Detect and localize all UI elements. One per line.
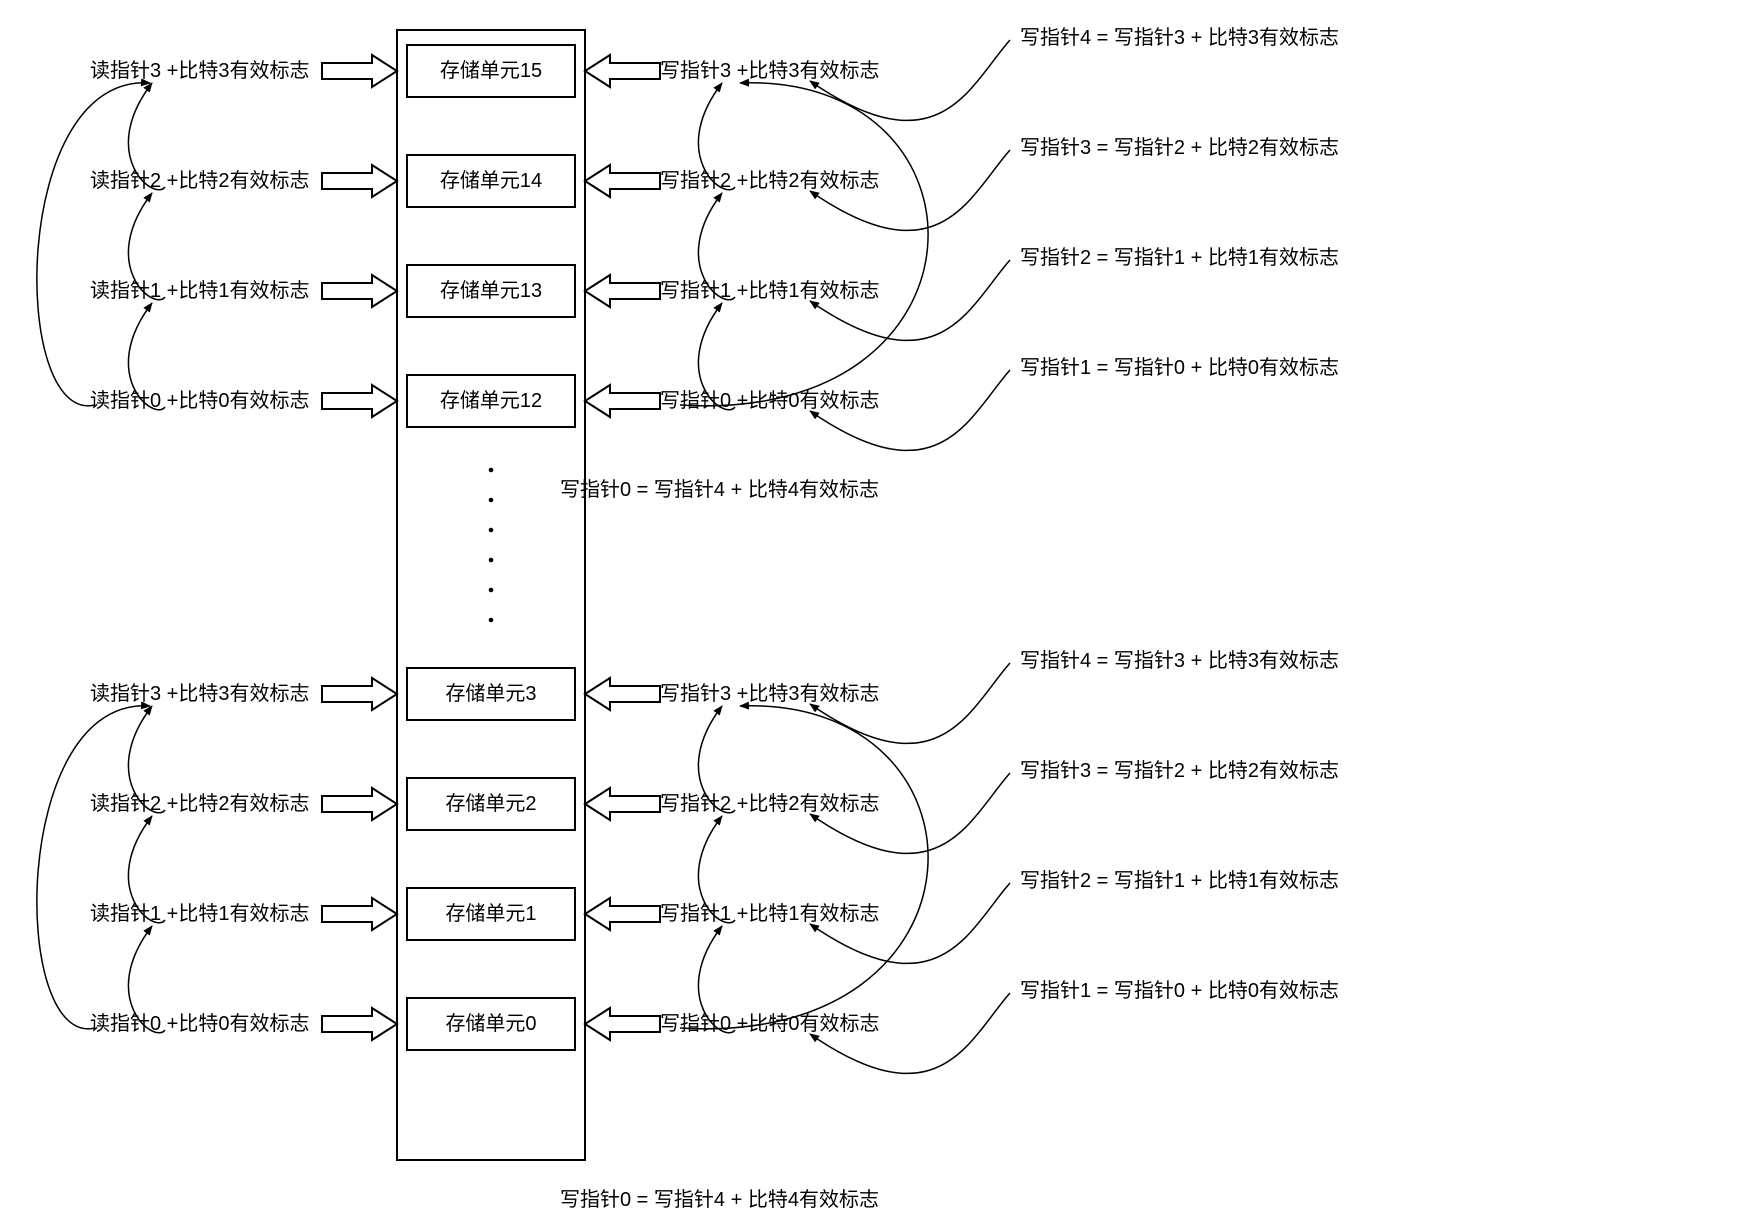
- equation-label: 写指针4 = 写指针3 + 比特3有效标志: [1020, 26, 1339, 49]
- arrow-right-icon: [322, 385, 397, 417]
- arrow-right-icon: [322, 898, 397, 930]
- ellipsis-dot: [489, 618, 494, 623]
- arrow-left-icon: [585, 898, 660, 930]
- write-pointer-label: 写指针1 +比特1有效标志: [660, 279, 879, 302]
- read-pointer-label: 读指针0 +比特0有效标志: [90, 389, 309, 412]
- equation-label: 写指针1 = 写指针0 + 比特0有效标志: [1020, 979, 1339, 1002]
- ellipsis-dot: [489, 588, 494, 593]
- equation-label-bottom: 写指针0 = 写指针4 + 比特4有效标志: [560, 478, 879, 501]
- arrow-left-icon: [585, 165, 660, 197]
- equation-label: 写指针1 = 写指针0 + 比特0有效标志: [1020, 356, 1339, 379]
- arrow-left-icon: [585, 1008, 660, 1040]
- ellipsis-dot: [489, 558, 494, 563]
- memory-cell-label: 存储单元14: [440, 169, 542, 192]
- memory-cell-label: 存储单元3: [445, 682, 536, 705]
- memory-cell-label: 存储单元0: [445, 1012, 536, 1035]
- memory-cell-label: 存储单元13: [440, 279, 542, 302]
- arrow-right-icon: [322, 678, 397, 710]
- write-pointer-label: 写指针3 +比特3有效标志: [660, 59, 879, 82]
- write-pointer-label: 写指针3 +比特3有效标志: [660, 682, 879, 705]
- outer-curve-right: [680, 706, 928, 1029]
- arrow-right-icon: [322, 165, 397, 197]
- arrow-left-icon: [585, 788, 660, 820]
- read-pointer-label: 读指针2 +比特2有效标志: [90, 792, 309, 815]
- equation-label: 写指针3 = 写指针2 + 比特2有效标志: [1020, 136, 1339, 159]
- arrow-right-icon: [322, 1008, 397, 1040]
- memory-cell-label: 存储单元2: [445, 792, 536, 815]
- equation-label: 写指针2 = 写指针1 + 比特1有效标志: [1020, 869, 1339, 892]
- read-pointer-label: 读指针3 +比特3有效标志: [90, 59, 309, 82]
- outer-curve-right: [680, 83, 928, 406]
- arrow-left-icon: [585, 275, 660, 307]
- memory-cell-label: 存储单元1: [445, 902, 536, 925]
- arrow-right-icon: [322, 788, 397, 820]
- equation-label-bottom: 写指针0 = 写指针4 + 比特4有效标志: [560, 1188, 879, 1211]
- arrow-right-icon: [322, 275, 397, 307]
- equation-label: 写指针4 = 写指针3 + 比特3有效标志: [1020, 649, 1339, 672]
- read-pointer-label: 读指针1 +比特1有效标志: [90, 902, 309, 925]
- read-pointer-label: 读指针0 +比特0有效标志: [90, 1012, 309, 1035]
- arrow-left-icon: [585, 678, 660, 710]
- arrow-left-icon: [585, 385, 660, 417]
- read-pointer-label: 读指针2 +比特2有效标志: [90, 169, 309, 192]
- diagram-canvas: 存储单元15 存储单元14 存储单元13 存储单元12 读指针3 +比特3有效标志读指针…: [0, 0, 1744, 1230]
- write-pointer-label: 写指针1 +比特1有效标志: [660, 902, 879, 925]
- read-pointer-label: 读指针3 +比特3有效标志: [90, 682, 309, 705]
- ellipsis-dot: [489, 468, 494, 473]
- write-pointer-label: 写指针2 +比特2有效标志: [660, 792, 879, 815]
- outer-curve-left: [37, 706, 150, 1029]
- memory-cell-label: 存储单元15: [440, 59, 542, 82]
- memory-cell-label: 存储单元12: [440, 389, 542, 412]
- write-pointer-label: 写指针2 +比特2有效标志: [660, 169, 879, 192]
- ellipsis-dot: [489, 528, 494, 533]
- equation-label: 写指针2 = 写指针1 + 比特1有效标志: [1020, 246, 1339, 269]
- equation-label: 写指针3 = 写指针2 + 比特2有效标志: [1020, 759, 1339, 782]
- ellipsis-dot: [489, 498, 494, 503]
- read-pointer-label: 读指针1 +比特1有效标志: [90, 279, 309, 302]
- arrow-left-icon: [585, 55, 660, 87]
- outer-curve-left: [37, 83, 150, 406]
- arrow-right-icon: [322, 55, 397, 87]
